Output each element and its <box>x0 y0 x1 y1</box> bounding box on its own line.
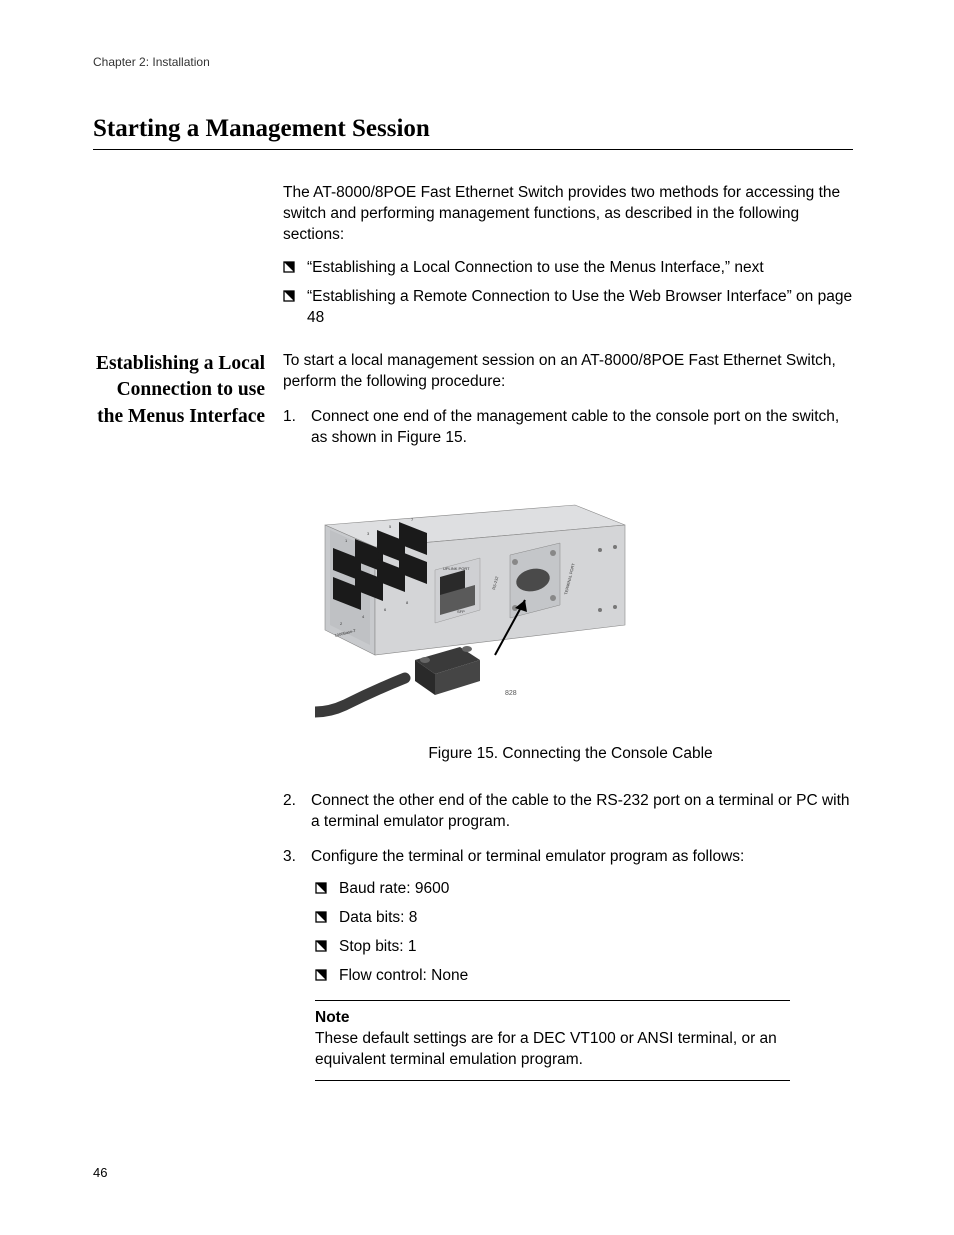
switch-illustration: 1357 2468 UPLINK PORT SFP 1000Base-T RS-… <box>315 480 635 730</box>
xref-bullet-list: “Establishing a Local Connection to use … <box>283 258 858 337</box>
step-text: Connect the other end of the cable to th… <box>311 791 858 833</box>
settings-bullet-list: Baud rate: 9600 Data bits: 8 Stop bits: … <box>315 879 855 995</box>
page-number: 46 <box>93 1165 107 1180</box>
bullet-icon <box>315 882 327 894</box>
step-text: Configure the terminal or terminal emula… <box>311 847 858 868</box>
side-heading: Establishing a Local Connection to use t… <box>90 351 265 430</box>
procedure-intro: To start a local management session on a… <box>283 351 858 393</box>
list-item: “Establishing a Remote Connection to Use… <box>283 287 858 329</box>
list-item: Baud rate: 9600 <box>315 879 855 900</box>
list-item: Stop bits: 1 <box>315 937 855 958</box>
list-item: Flow control: None <box>315 966 855 987</box>
figure-ref-num: 828 <box>505 690 517 697</box>
step-number: 3. <box>283 847 311 868</box>
bullet-text: “Establishing a Local Connection to use … <box>307 258 858 279</box>
step-3: 3. Configure the terminal or terminal em… <box>283 847 858 868</box>
bullet-icon <box>283 290 295 302</box>
note-label: Note <box>315 1008 790 1029</box>
step-text: Connect one end of the management cable … <box>311 407 858 449</box>
list-item: Data bits: 8 <box>315 908 855 929</box>
figure-caption: Figure 15. Connecting the Console Cable <box>283 745 858 763</box>
bullet-text: Stop bits: 1 <box>339 937 855 958</box>
bullet-text: Baud rate: 9600 <box>339 879 855 900</box>
step-2: 2. Connect the other end of the cable to… <box>283 791 858 833</box>
bullet-icon <box>315 940 327 952</box>
section-title-wrap: Starting a Management Session <box>93 115 853 150</box>
list-item: “Establishing a Local Connection to use … <box>283 258 858 279</box>
figure-15: 1357 2468 UPLINK PORT SFP 1000Base-T RS-… <box>315 480 635 730</box>
bullet-text: Flow control: None <box>339 966 855 987</box>
step-number: 1. <box>283 407 311 449</box>
svg-text:UPLINK PORT: UPLINK PORT <box>443 566 470 571</box>
section-title: Starting a Management Session <box>93 115 430 142</box>
bullet-text: Data bits: 8 <box>339 908 855 929</box>
chapter-header: Chapter 2: Installation <box>93 55 210 69</box>
intro-paragraph: The AT-8000/8POE Fast Ethernet Switch pr… <box>283 183 858 246</box>
note-text: These default settings are for a DEC VT1… <box>315 1029 790 1071</box>
bullet-icon <box>315 911 327 923</box>
step-number: 2. <box>283 791 311 833</box>
bullet-icon <box>315 969 327 981</box>
step-1: 1. Connect one end of the management cab… <box>283 407 858 449</box>
note-box: Note These default settings are for a DE… <box>315 1000 790 1081</box>
svg-text:SFP: SFP <box>457 609 465 614</box>
bullet-text: “Establishing a Remote Connection to Use… <box>307 287 858 329</box>
bullet-icon <box>283 261 295 273</box>
